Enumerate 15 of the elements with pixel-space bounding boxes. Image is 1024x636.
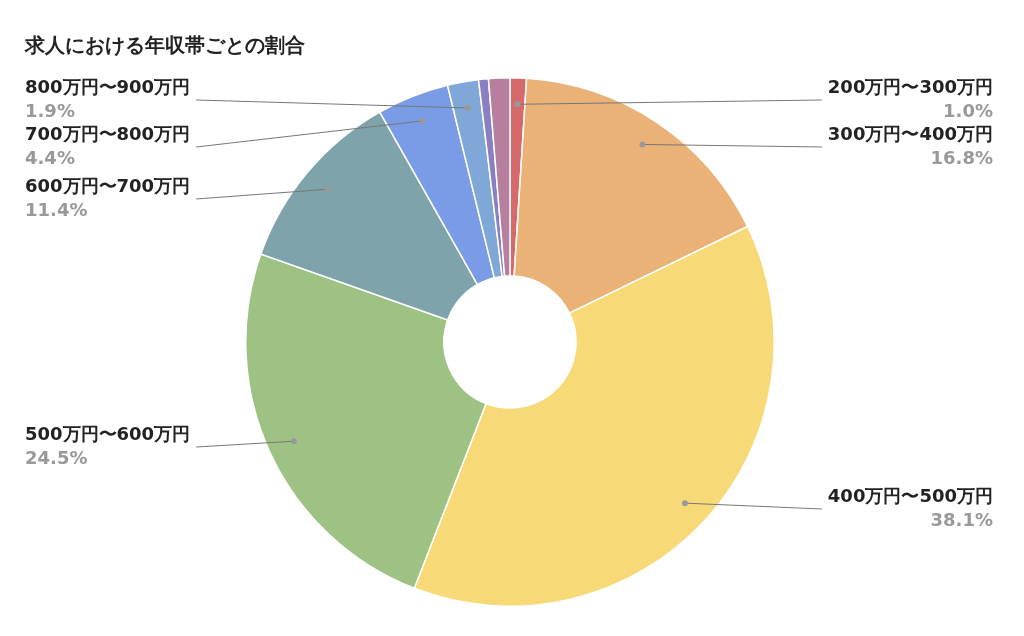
data-label: 1.0%: [943, 99, 993, 121]
slice-label: 200万円〜300万円: [827, 75, 993, 97]
data-label: 1.9%: [25, 99, 75, 121]
data-label: 16.8%: [930, 146, 993, 168]
slice-label: 400万円〜500万円: [827, 484, 993, 506]
slice-label: 300万円〜400万円: [827, 122, 993, 144]
data-label: 24.5%: [25, 446, 88, 468]
chart-title: 求人における年収帯ごとの割合: [24, 33, 305, 57]
slice-label: 800万円〜900万円: [25, 75, 191, 97]
data-label: 38.1%: [930, 508, 993, 530]
slice-label: 700万円〜800万円: [25, 122, 191, 144]
data-label: 4.4%: [25, 146, 75, 168]
data-label: 11.4%: [25, 198, 88, 220]
slice-label: 600万円〜700万円: [25, 174, 191, 196]
slice-label: 500万円〜600万円: [25, 422, 191, 444]
